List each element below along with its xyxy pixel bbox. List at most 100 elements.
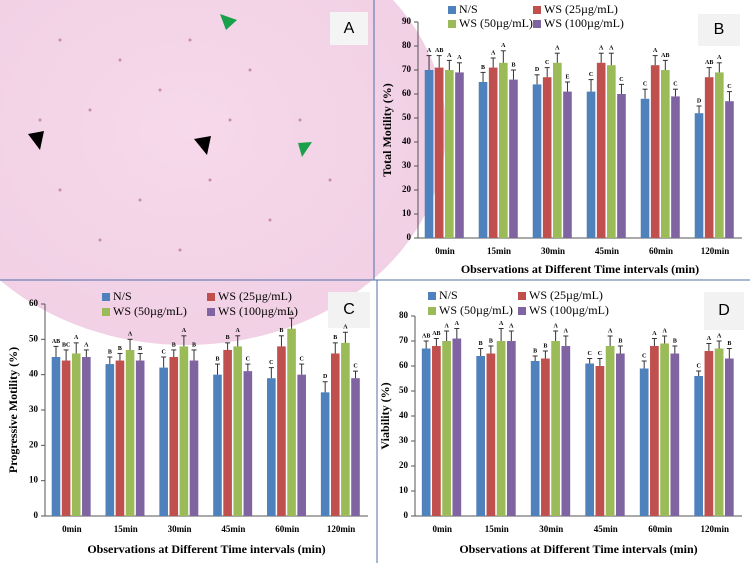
legend-label: WS (100µg/mL): [544, 16, 624, 30]
panel-label: B: [714, 21, 725, 38]
legend-swatch: [518, 292, 526, 300]
y-tick-label: 50: [399, 385, 409, 395]
significance-letter: A: [608, 328, 613, 334]
bar: [660, 343, 669, 516]
bar: [650, 346, 659, 516]
bar: [105, 364, 115, 516]
significance-letter: B: [479, 341, 483, 347]
x-tick-label: 120min: [327, 524, 356, 534]
bar: [617, 94, 626, 238]
significance-letter: A: [128, 332, 133, 338]
bar: [330, 353, 340, 516]
significance-letter: A: [653, 48, 658, 54]
bar: [478, 82, 488, 238]
bar: [561, 346, 571, 516]
significance-letter: A: [84, 342, 89, 348]
bar: [82, 357, 91, 516]
y-tick-label: 50: [402, 112, 412, 122]
legend-swatch: [448, 6, 456, 14]
bar: [267, 378, 276, 516]
significance-letter: B: [618, 338, 622, 344]
legend-swatch: [102, 308, 110, 316]
y-axis-label: Total Motility (%): [380, 83, 394, 177]
bar: [499, 62, 508, 238]
legend-label: N/S: [459, 2, 478, 16]
bar: [605, 346, 615, 516]
significance-letter: C: [642, 353, 646, 359]
significance-letter: AB: [705, 60, 713, 66]
bar: [640, 98, 650, 238]
significance-letter: B: [108, 349, 112, 355]
y-tick-label: 40: [402, 136, 412, 146]
bar: [223, 349, 232, 516]
bar: [714, 348, 724, 516]
significance-letter: B: [511, 62, 515, 68]
significance-letter: BC: [62, 342, 70, 348]
y-tick-label: 40: [29, 369, 39, 379]
bar: [341, 342, 350, 516]
significance-letter: A: [343, 325, 348, 331]
panel-label-box: [328, 292, 370, 328]
significance-letter: B: [215, 356, 219, 362]
bar: [715, 72, 724, 239]
significance-letter: B: [481, 65, 485, 71]
legend-swatch: [428, 292, 436, 300]
bar: [607, 65, 616, 238]
black-arrow: [194, 136, 211, 155]
significance-letter: C: [161, 349, 165, 355]
bar: [233, 346, 243, 516]
bar: [351, 378, 360, 516]
legend-swatch: [518, 307, 526, 315]
x-tick-label: 45min: [595, 246, 619, 256]
significance-letter: D: [697, 98, 702, 104]
y-tick-label: 10: [399, 485, 409, 495]
x-tick-label: 45min: [594, 524, 618, 534]
y-tick-label: 80: [399, 310, 409, 320]
legend-label: N/S: [113, 289, 132, 303]
micrograph-panel: A: [0, 0, 446, 345]
y-tick-label: 0: [34, 510, 39, 520]
x-axis-label: Observations at Different Time intervals…: [459, 542, 697, 556]
panel-label-box: [698, 14, 740, 46]
y-tick-label: 70: [399, 335, 409, 345]
bar: [51, 357, 61, 516]
legend-swatch: [533, 6, 541, 14]
x-tick-label: 0min: [435, 246, 455, 256]
significance-letter: A: [717, 55, 722, 61]
bar: [297, 374, 306, 516]
x-tick-label: 45min: [221, 524, 245, 534]
significance-letter: B: [138, 346, 142, 352]
significance-letter: C: [619, 77, 623, 83]
bar: [661, 70, 670, 238]
significance-letter: B: [489, 338, 493, 344]
y-tick-label: 60: [399, 360, 409, 370]
significance-letter: A: [427, 48, 432, 54]
significance-letter: AB: [661, 53, 669, 59]
bar: [542, 77, 552, 238]
bar: [424, 70, 434, 238]
significance-letter: B: [533, 348, 537, 354]
significance-letter: A: [457, 55, 462, 61]
bar: [506, 341, 516, 516]
y-axis-label: Viability (%): [378, 382, 392, 449]
bar: [135, 360, 145, 516]
significance-letter: AB: [435, 48, 443, 54]
bar: [671, 96, 680, 239]
significance-letter: D: [535, 67, 540, 73]
legend-swatch: [207, 308, 215, 316]
significance-letter: C: [587, 351, 591, 357]
y-tick-label: 10: [402, 208, 412, 218]
significance-letter: A: [609, 46, 614, 52]
bar: [159, 367, 168, 516]
significance-letter: C: [598, 351, 602, 357]
y-tick-label: 80: [402, 40, 412, 50]
x-tick-label: 0min: [62, 524, 82, 534]
significance-letter: C: [589, 72, 593, 78]
x-tick-label: 60min: [275, 524, 299, 534]
sperm-cells: [38, 38, 332, 252]
legend-label: WS (25µg/mL): [529, 288, 603, 302]
bar: [694, 113, 704, 238]
panel-label: C: [343, 301, 355, 318]
bar: [115, 360, 125, 516]
